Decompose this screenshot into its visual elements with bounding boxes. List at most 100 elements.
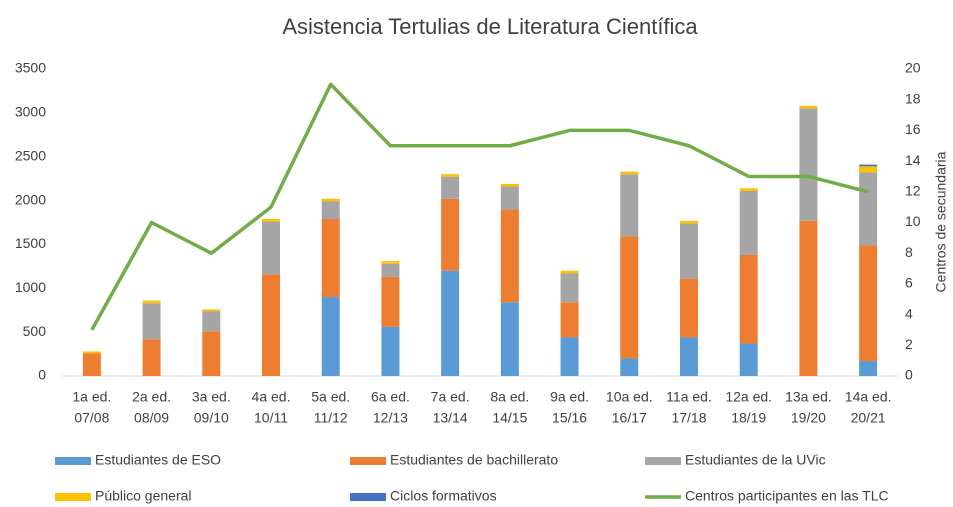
x-tick-label: 18/19 [731,410,766,426]
x-tick-label: 12/13 [373,410,408,426]
y2-tick-label: 20 [905,60,921,76]
y2-tick-label: 4 [905,305,913,321]
bar-segment [321,198,340,202]
x-tick-label: 16/17 [612,410,647,426]
bar-segment [381,261,400,264]
y2-tick-label: 0 [905,367,913,383]
x-tick-label: 2a ed. [132,389,171,405]
bar-segment [620,358,639,376]
bar-segment [500,183,519,187]
bar-segment [262,218,280,222]
bar-segment [680,337,698,376]
bar-segment [859,172,878,246]
y2-tick-label: 12 [905,183,921,199]
bar-segment [82,351,101,354]
bar-segment [799,220,818,376]
bar-segment [739,343,758,376]
y-tick-label: 2500 [15,147,46,163]
x-tick-label: 20/21 [851,410,886,426]
bar-segment [142,303,161,340]
legend-label: Estudiantes de ESO [95,452,221,468]
x-tick-label: 09/10 [194,410,229,426]
x-tick-label: 11a ed. [666,389,712,405]
bar-segment [381,263,400,277]
x-tick-label: 14/15 [492,410,527,426]
x-tick-label: 15/16 [552,410,587,426]
x-tick-label: 11/12 [314,410,348,426]
y2-tick-label: 2 [905,336,913,352]
x-tick-label: 14a ed. [845,389,892,405]
bar-segment [321,297,340,376]
bar-segment [202,331,221,376]
legend-label: Ciclos formativos [390,488,497,504]
bar-segment [500,186,519,210]
x-tick-label: 8a ed. [490,389,529,405]
bar-segment [799,105,818,109]
legend-label: Estudiantes de la UVic [685,452,826,468]
x-tick-label: 12a ed. [725,389,772,405]
bar-segment [560,270,579,274]
x-tick-label: 19/20 [791,410,826,426]
x-tick-label: 9a ed. [550,389,589,405]
bar-segment [441,198,460,271]
y2-tick-label: 8 [905,244,913,260]
bar-segment [262,274,280,376]
bar-segment [739,188,758,191]
x-tick-label: 08/09 [134,410,169,426]
x-tick-label: 07/08 [74,410,109,426]
x-tick-label: 3a ed. [192,389,231,405]
bar-segment [620,236,639,359]
y-tick-label: 0 [38,367,46,383]
y2-tick-label: 18 [905,90,921,106]
bar-segment [560,302,579,338]
y-tick-label: 2000 [15,191,46,207]
bar-segment [441,270,460,376]
bar-segment [381,276,400,327]
legend-label: Público general [95,488,192,504]
bar-segment [799,108,818,221]
x-tick-label: 5a ed. [311,389,350,405]
legend-swatch [55,493,91,501]
bar-segment [680,223,698,279]
bar-segment [500,302,519,376]
bar-segment [859,245,878,362]
legend-swatch [350,457,386,465]
bar-segment [441,176,460,199]
bar-segment [859,361,878,376]
bar-segment [82,353,101,376]
x-tick-label: 13a ed. [785,389,832,405]
bar-segment [560,337,579,376]
x-tick-label: 1a ed. [72,389,111,405]
bar-segment [680,278,698,338]
y-tick-label: 1000 [15,279,46,295]
bar-segment [680,220,698,224]
legend-swatch [350,493,386,501]
bar-segment [142,339,161,376]
bar-segment [560,273,579,303]
y2-tick-label: 10 [905,213,921,229]
legend-swatch [55,457,91,465]
x-tick-label: 6a ed. [371,389,410,405]
y2-tick-label: 6 [905,275,913,291]
bar-segment [859,164,878,167]
chart-title: Asistencia Tertulias de Literatura Cient… [282,14,698,39]
x-tick-label: 4a ed. [252,389,291,405]
x-tick-label: 17/18 [671,410,706,426]
bar-segment [620,171,639,175]
y-tick-label: 500 [23,323,47,339]
y-tick-label: 1500 [15,235,46,251]
y2-tick-label: 14 [905,152,921,168]
bar-segment [262,221,280,275]
bar-segment [202,311,221,332]
y-tick-label: 3000 [15,104,46,120]
bar-segment [142,300,161,304]
bar-segment [321,201,340,219]
bar-segment [441,174,460,177]
bar-segment [202,309,221,312]
bar-segment [620,174,639,237]
x-tick-label: 10a ed. [606,389,653,405]
y2-axis-label: Centros de secundaria [933,151,949,292]
bar-segment [739,190,758,255]
bar-segment [381,326,400,376]
y-tick-label: 3500 [15,60,46,76]
